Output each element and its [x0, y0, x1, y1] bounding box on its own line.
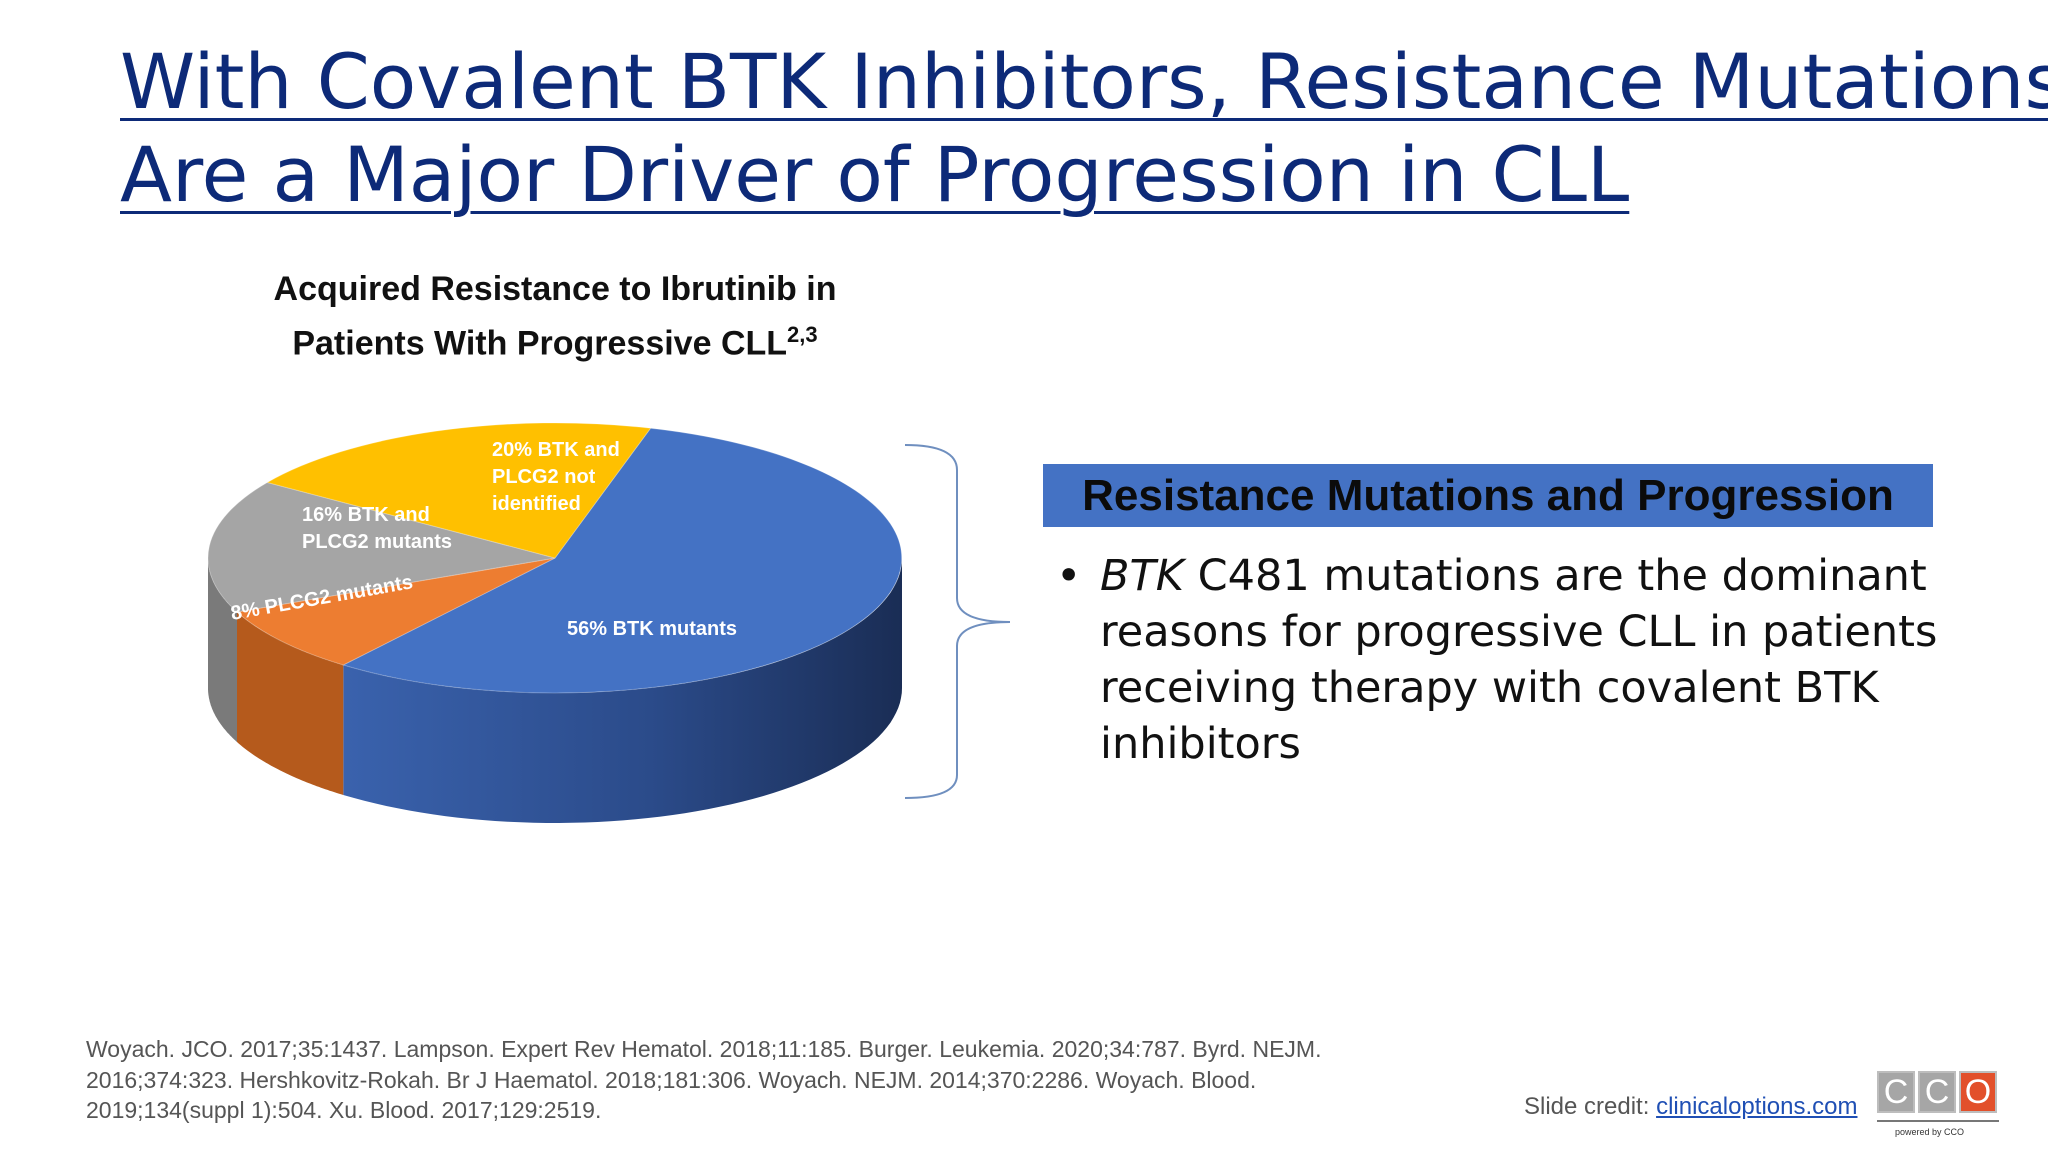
pie-label-2-line-0: 16% BTK and [302, 504, 430, 526]
chart-title-superscript: 2,3 [787, 322, 818, 347]
slide-title-line-2: Are a Major Driver of Progression in CLL [120, 130, 1630, 219]
logo-letter-c1: C [1877, 1071, 1915, 1113]
references: Woyach. JCO. 2017;35:1437. Lampson. Expe… [86, 1036, 1322, 1123]
slide-title-line-1: With Covalent BTK Inhibitors, Resistance… [120, 37, 2048, 126]
pie-side-1 [237, 612, 344, 795]
chart-title-line-2-text: Patients With Progressive CLL [292, 324, 788, 363]
pie-slice-1 [235, 557, 556, 666]
pie-slice-0 [341, 427, 903, 694]
pie-label-3: 20% BTK and PLCG2 not identified [492, 439, 620, 515]
chart-title-line-1: Acquired Resistance to Ibrutinib in [273, 270, 837, 308]
bracket-brace [904, 444, 1011, 799]
pie-side-2 [208, 558, 237, 742]
logo-rule [1877, 1120, 1999, 1122]
pie-side-walls [208, 558, 902, 823]
bullet-text: BTK C481 mutations are the dominant reas… [1100, 548, 1960, 772]
credit-prefix: Slide credit: [1524, 1093, 1657, 1120]
pie-label-0-line-0: 56% BTK mutants [567, 618, 737, 640]
pie-label-3-line-0: 20% BTK and [492, 439, 620, 461]
credit-link[interactable]: clinicaloptions.com [1656, 1093, 1858, 1120]
pie-label-2-line-1: PLCG2 mutants [302, 531, 452, 553]
pie-label-0: 56% BTK mutants [567, 618, 737, 640]
pie-label-3-line-1: PLCG2 not [492, 466, 596, 488]
chart-title-line-2: Patients With Progressive CLL2,3 [200, 312, 910, 366]
pie-slice-2 [207, 481, 556, 613]
logo-letter-o: O [1959, 1071, 1997, 1113]
bullet-body: C481 mutations are the dominant reasons … [1100, 551, 1938, 769]
pie-label-2: 16% BTK and PLCG2 mutants [302, 504, 452, 553]
slide-credit: Slide credit: clinicaloptions.com [1524, 1093, 1857, 1121]
pie-top-faces [207, 422, 903, 694]
logo-letter-c2: C [1918, 1071, 1956, 1113]
pie-label-3-line-2: identified [492, 493, 581, 515]
bullet-italic-term: BTK [1100, 551, 1184, 601]
panel-heading: Resistance Mutations and Progression [1043, 464, 1933, 527]
pie-side-0 [343, 558, 902, 823]
pie-slice-3 [265, 422, 652, 559]
logo-tagline: powered by CCO [1895, 1127, 1965, 1137]
bullet-symbol: • [1056, 551, 1082, 601]
